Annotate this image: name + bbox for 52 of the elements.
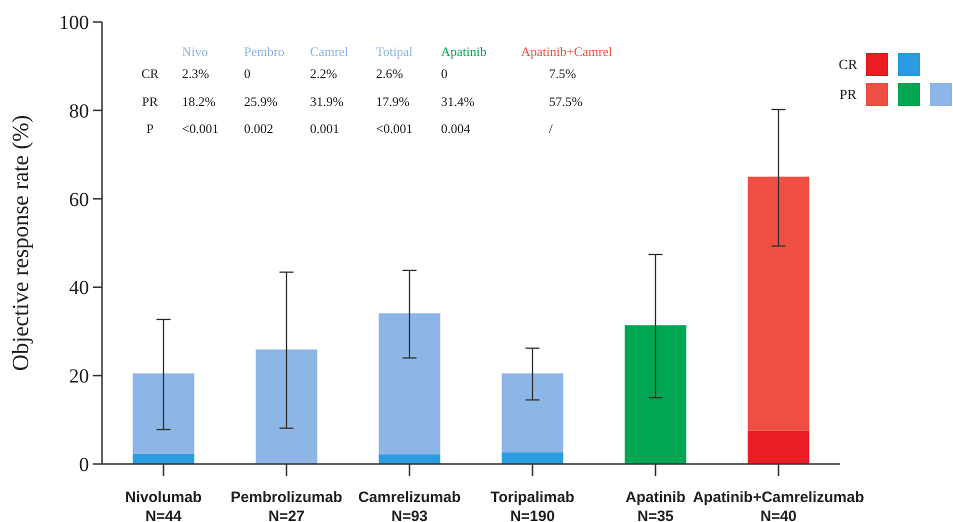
bar	[748, 176, 810, 431]
x-tick-label: Nivolumab N=44	[125, 489, 202, 522]
y-tick-label: 40	[69, 277, 89, 300]
annotation: Pembro	[244, 44, 284, 59]
annotation: PR	[142, 94, 158, 109]
x-tick-label: Pembrolizumab N=27	[230, 489, 342, 522]
annotation: 2.6%	[376, 66, 404, 81]
annotation: 18.2%	[182, 94, 216, 109]
y-tick-label: 100	[59, 12, 89, 34]
annotation: 17.9%	[376, 94, 410, 109]
annotation: 25.9%	[244, 94, 278, 109]
y-axis-title: Objective response rate (%)	[8, 114, 33, 372]
bar	[748, 430, 810, 464]
annotation: 2.2%	[310, 66, 338, 81]
annotation: Apatinib	[441, 44, 486, 59]
annotation: <0.001	[182, 121, 219, 136]
bar	[624, 325, 686, 464]
annotation: 31.9%	[310, 94, 344, 109]
legend-label: PR	[839, 88, 858, 103]
annotation: Nivo	[182, 44, 208, 59]
annotation: 7.5%	[549, 66, 576, 81]
annotation: 0.002	[244, 121, 274, 136]
bar	[502, 452, 564, 464]
y-tick-label: 60	[69, 188, 89, 211]
annotation: P	[146, 121, 154, 136]
annotation: CR	[141, 66, 159, 81]
bar	[132, 454, 194, 464]
x-tick-label: Toripalimab N=190	[490, 489, 574, 522]
annotation: 0	[441, 66, 448, 81]
bar	[378, 454, 440, 464]
annotation: /	[549, 121, 553, 136]
x-tick-label: Apatinib+Camrelizumab N=40	[692, 489, 864, 522]
x-tick-label: Apatinib N=35	[626, 489, 686, 522]
annotation: Totipal	[376, 44, 414, 59]
y-tick-label: 0	[79, 454, 89, 476]
annotation: <0.001	[376, 121, 413, 136]
annotation: 31.4%	[441, 94, 475, 109]
legend-label: CR	[838, 58, 858, 73]
annotation: 0.004	[441, 121, 471, 136]
y-tick-label: 80	[69, 100, 89, 122]
bar	[132, 373, 194, 454]
y-tick-label: 20	[69, 366, 89, 388]
annotation: 0	[244, 66, 250, 81]
bar	[378, 313, 440, 454]
bar	[256, 350, 318, 464]
annotation: 57.5%	[549, 94, 583, 109]
annotation: Camrel	[310, 44, 349, 59]
bar	[502, 373, 564, 453]
annotation: 0.001	[310, 121, 340, 136]
x-tick-label: Camrelizumab N=93	[358, 489, 461, 522]
annotation: 2.3%	[182, 66, 210, 81]
annotation: Apatinib+Camrel	[521, 44, 612, 59]
